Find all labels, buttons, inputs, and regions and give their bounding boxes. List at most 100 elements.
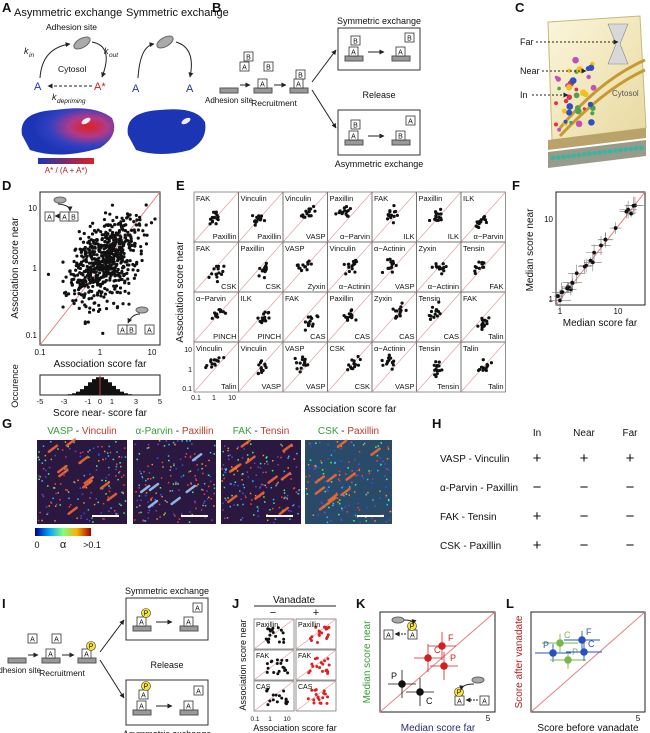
diagonal xyxy=(295,618,337,650)
scatter-dot xyxy=(561,108,567,114)
y-axis-label: Association score near xyxy=(10,217,21,319)
speckle xyxy=(124,456,127,458)
speckle xyxy=(47,512,49,515)
scatter-dot xyxy=(263,315,267,319)
speckle xyxy=(344,506,346,508)
speckle xyxy=(138,453,141,455)
hist-bar xyxy=(120,391,124,395)
scatter-dot xyxy=(87,297,91,301)
speckle xyxy=(64,468,66,470)
label: Adhesion site xyxy=(0,666,42,675)
scatter-dot xyxy=(85,264,89,269)
speckle xyxy=(225,468,228,470)
scatter-dot xyxy=(109,259,113,263)
plot-frame xyxy=(530,611,646,713)
speckle xyxy=(225,471,227,474)
speckle xyxy=(222,502,224,505)
speckle xyxy=(39,511,41,514)
scatter-dot xyxy=(573,92,580,99)
scatter-dot xyxy=(73,292,77,296)
speckle xyxy=(274,518,277,520)
scatter-dot xyxy=(556,294,560,298)
scatter-dot xyxy=(350,264,354,268)
point-label: C xyxy=(564,630,571,640)
scatter-dot xyxy=(209,358,213,362)
diagonal xyxy=(371,291,417,343)
speckle xyxy=(308,467,311,469)
scatter-dot xyxy=(631,203,636,208)
speckle xyxy=(188,471,190,473)
speckle xyxy=(242,472,244,475)
speckle xyxy=(376,454,379,457)
scatter-dot xyxy=(575,107,582,115)
scatter-dot xyxy=(106,232,110,236)
speckle xyxy=(45,469,47,472)
speckle xyxy=(336,441,339,443)
speckle xyxy=(322,472,325,475)
speckle xyxy=(164,499,167,502)
scatter-dot xyxy=(342,206,346,210)
scatter-dot xyxy=(210,215,214,220)
speckle xyxy=(102,518,104,520)
scatter-dot xyxy=(310,688,314,692)
speckle xyxy=(361,475,364,477)
scatter-dot xyxy=(311,204,316,209)
speckle xyxy=(159,487,162,489)
speckle xyxy=(354,458,356,461)
scatter-dot xyxy=(108,290,112,294)
scatter-dot xyxy=(120,216,124,220)
scatter-dot xyxy=(306,363,310,367)
speckle xyxy=(277,464,279,466)
scatter-dot xyxy=(566,109,573,116)
speckle xyxy=(100,512,103,514)
scatter-dot xyxy=(97,245,101,249)
diagonal xyxy=(371,241,417,293)
scatter-dot xyxy=(125,258,129,263)
scatter-dot xyxy=(73,274,77,278)
speckle xyxy=(293,504,295,506)
scatter-dot xyxy=(262,218,267,223)
outcome-box xyxy=(125,679,209,726)
speckle xyxy=(213,487,216,489)
scatter-dot xyxy=(387,353,391,357)
scatter-dot xyxy=(588,119,595,126)
scatter-dot xyxy=(215,213,219,217)
scatter-dot xyxy=(429,309,434,314)
speckle xyxy=(305,487,308,490)
speckle xyxy=(122,492,124,495)
speckle xyxy=(191,443,193,445)
scatter-dot xyxy=(210,365,214,369)
scatter-dot xyxy=(250,214,255,218)
speckle xyxy=(103,518,106,520)
scatter-dot xyxy=(101,331,105,335)
arrow xyxy=(91,41,107,78)
speckle xyxy=(147,478,149,480)
protein-box xyxy=(192,602,203,613)
scatter-dot xyxy=(482,217,486,221)
speckle xyxy=(165,440,168,442)
speckle xyxy=(177,440,179,442)
speckle xyxy=(295,491,298,493)
speckle xyxy=(357,502,360,505)
speckle xyxy=(338,499,341,501)
adhesion-streak xyxy=(82,480,93,489)
speckle xyxy=(245,496,247,499)
pair-label: FAK xyxy=(298,653,312,660)
scatter-dot xyxy=(207,275,211,279)
label: A* / (A + A*) xyxy=(45,166,88,175)
label: k xyxy=(104,46,109,56)
scatter-dot xyxy=(313,688,317,692)
speckle xyxy=(48,505,50,507)
speckle xyxy=(298,505,300,508)
scatter-dot xyxy=(99,294,103,298)
scatter-dot xyxy=(111,219,115,223)
speckle xyxy=(47,485,49,487)
speckle xyxy=(385,478,388,481)
label: Vanadate xyxy=(273,595,316,606)
speckle xyxy=(388,499,390,502)
speckle xyxy=(265,471,267,474)
speckle xyxy=(95,469,98,471)
speckle xyxy=(173,464,175,467)
scatter-dot xyxy=(82,295,86,299)
speckle xyxy=(273,502,275,504)
